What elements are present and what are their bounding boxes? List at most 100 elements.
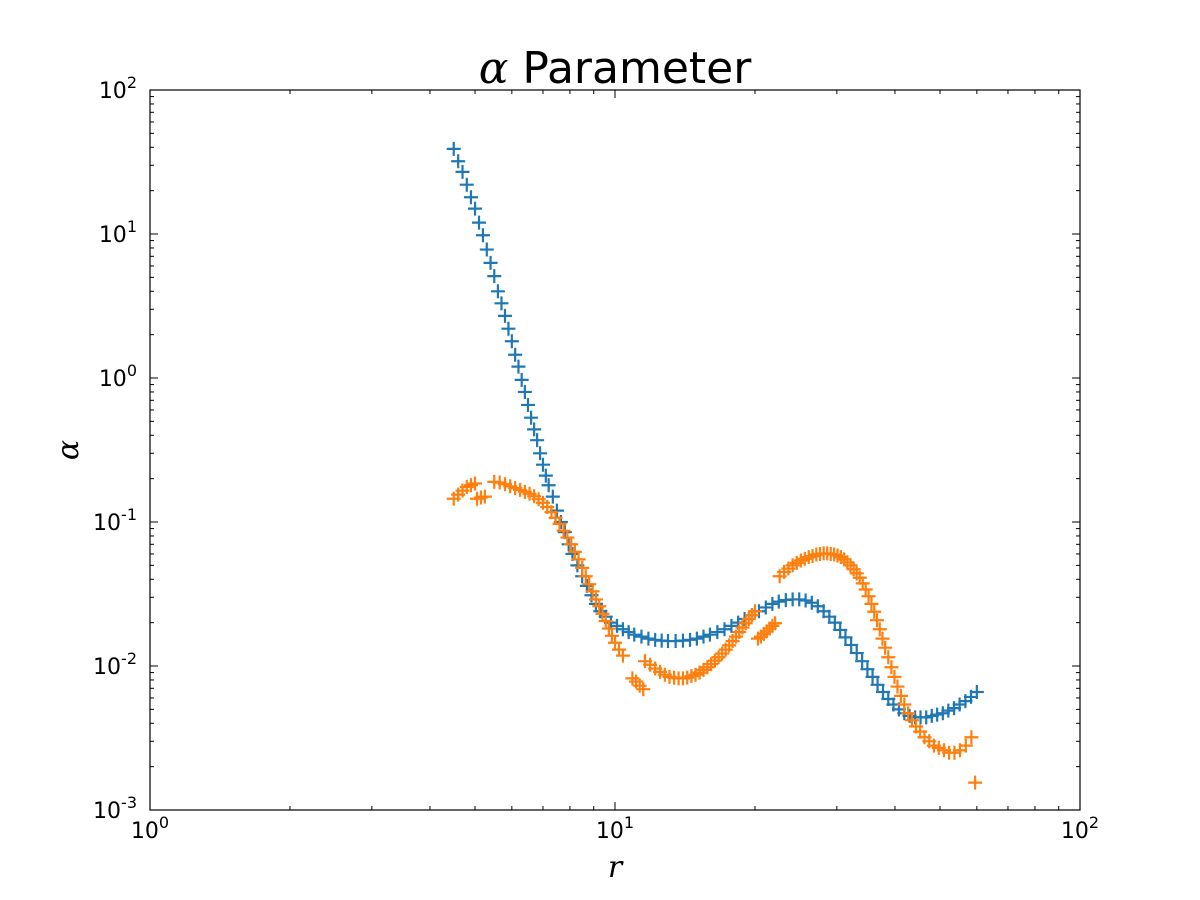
data-point: [527, 422, 542, 437]
data-point: [477, 489, 492, 504]
data-point: [968, 775, 983, 790]
data-point: [517, 384, 532, 399]
data-point: [575, 560, 590, 575]
data-point: [840, 555, 855, 570]
data-point: [625, 671, 640, 686]
data-point: [838, 630, 853, 645]
data-point: [571, 552, 586, 567]
data-point: [870, 613, 885, 628]
data-point: [641, 631, 656, 646]
data-point: [833, 622, 848, 637]
data-point: [804, 595, 819, 610]
data-point: [601, 621, 616, 636]
data-point: [463, 190, 478, 205]
data-point: [964, 730, 979, 745]
data-point: [771, 594, 786, 609]
data-point: [598, 614, 613, 629]
data-point: [610, 618, 625, 633]
y-tick-label: 10-3: [93, 793, 137, 824]
data-point: [514, 372, 529, 387]
data-point: [893, 688, 908, 703]
data-point: [952, 697, 967, 712]
data-point: [837, 552, 852, 567]
data-point: [858, 582, 873, 597]
data-point: [524, 410, 539, 425]
data-point: [875, 684, 890, 699]
data-point: [604, 628, 619, 643]
data-point: [472, 215, 487, 230]
data-point: [683, 632, 698, 647]
data-point: [564, 537, 579, 552]
data-point: [689, 631, 704, 646]
y-tick-labels: 10-3 10-2 10-1 100 101 102: [93, 73, 137, 824]
data-point: [479, 242, 494, 257]
data-point: [724, 618, 739, 633]
data-point: [494, 296, 509, 311]
data-point: [765, 618, 780, 633]
data-point: [504, 334, 519, 349]
data-point: [864, 596, 879, 611]
data-point: [567, 544, 582, 559]
data-point: [884, 660, 899, 675]
data-point: [636, 682, 651, 697]
data-point: [844, 637, 859, 652]
data-point: [459, 177, 474, 192]
data-point: [897, 697, 912, 712]
data-point: [875, 631, 890, 646]
data-point: [627, 627, 642, 642]
data-point: [615, 648, 630, 663]
data-point: [511, 359, 526, 374]
data-points: [446, 141, 984, 790]
data-point: [702, 627, 717, 642]
data-point: [765, 596, 780, 611]
y-axis-label: α: [51, 440, 86, 460]
data-point: [872, 622, 887, 637]
data-point: [711, 650, 726, 665]
x-axis-label: r: [608, 850, 624, 885]
data-point: [588, 592, 603, 607]
series-1: [446, 141, 984, 725]
data-point: [855, 654, 870, 669]
x-tick-label: 101: [596, 813, 634, 844]
data-point: [592, 599, 607, 614]
data-point: [890, 679, 905, 694]
data-point: [758, 600, 773, 615]
data-point: [595, 606, 610, 621]
data-point: [707, 653, 722, 668]
data-point: [446, 141, 461, 156]
data-point: [958, 738, 973, 753]
data-point: [861, 589, 876, 604]
data-point: [451, 154, 466, 169]
data-point: [508, 347, 523, 362]
axis-ticks: [149, 90, 1080, 811]
data-point: [696, 629, 711, 644]
series-2: [446, 474, 983, 790]
data-point: [860, 662, 875, 677]
chart-title-symbol: α: [479, 43, 509, 94]
data-point: [710, 625, 725, 640]
data-point: [468, 201, 483, 216]
data-point: [827, 615, 842, 630]
y-tick-label: 100: [99, 361, 137, 392]
data-point: [535, 457, 550, 472]
data-point: [541, 478, 556, 493]
data-point: [881, 650, 896, 665]
data-point: [538, 468, 553, 483]
data-point: [501, 321, 516, 336]
y-tick-label: 101: [99, 217, 137, 248]
data-point: [768, 616, 783, 631]
data-point: [867, 604, 882, 619]
data-point: [533, 446, 548, 461]
y-tick-label: 10-1: [93, 505, 137, 536]
data-point: [717, 622, 732, 637]
data-point: [887, 669, 902, 684]
data-point: [969, 684, 984, 699]
plot-frame: [149, 89, 1081, 811]
data-point: [530, 433, 545, 448]
data-point: [545, 489, 560, 504]
data-point: [747, 604, 762, 619]
data-point: [855, 576, 870, 591]
data-point: [487, 269, 502, 284]
y-tick-label: 102: [99, 73, 137, 104]
